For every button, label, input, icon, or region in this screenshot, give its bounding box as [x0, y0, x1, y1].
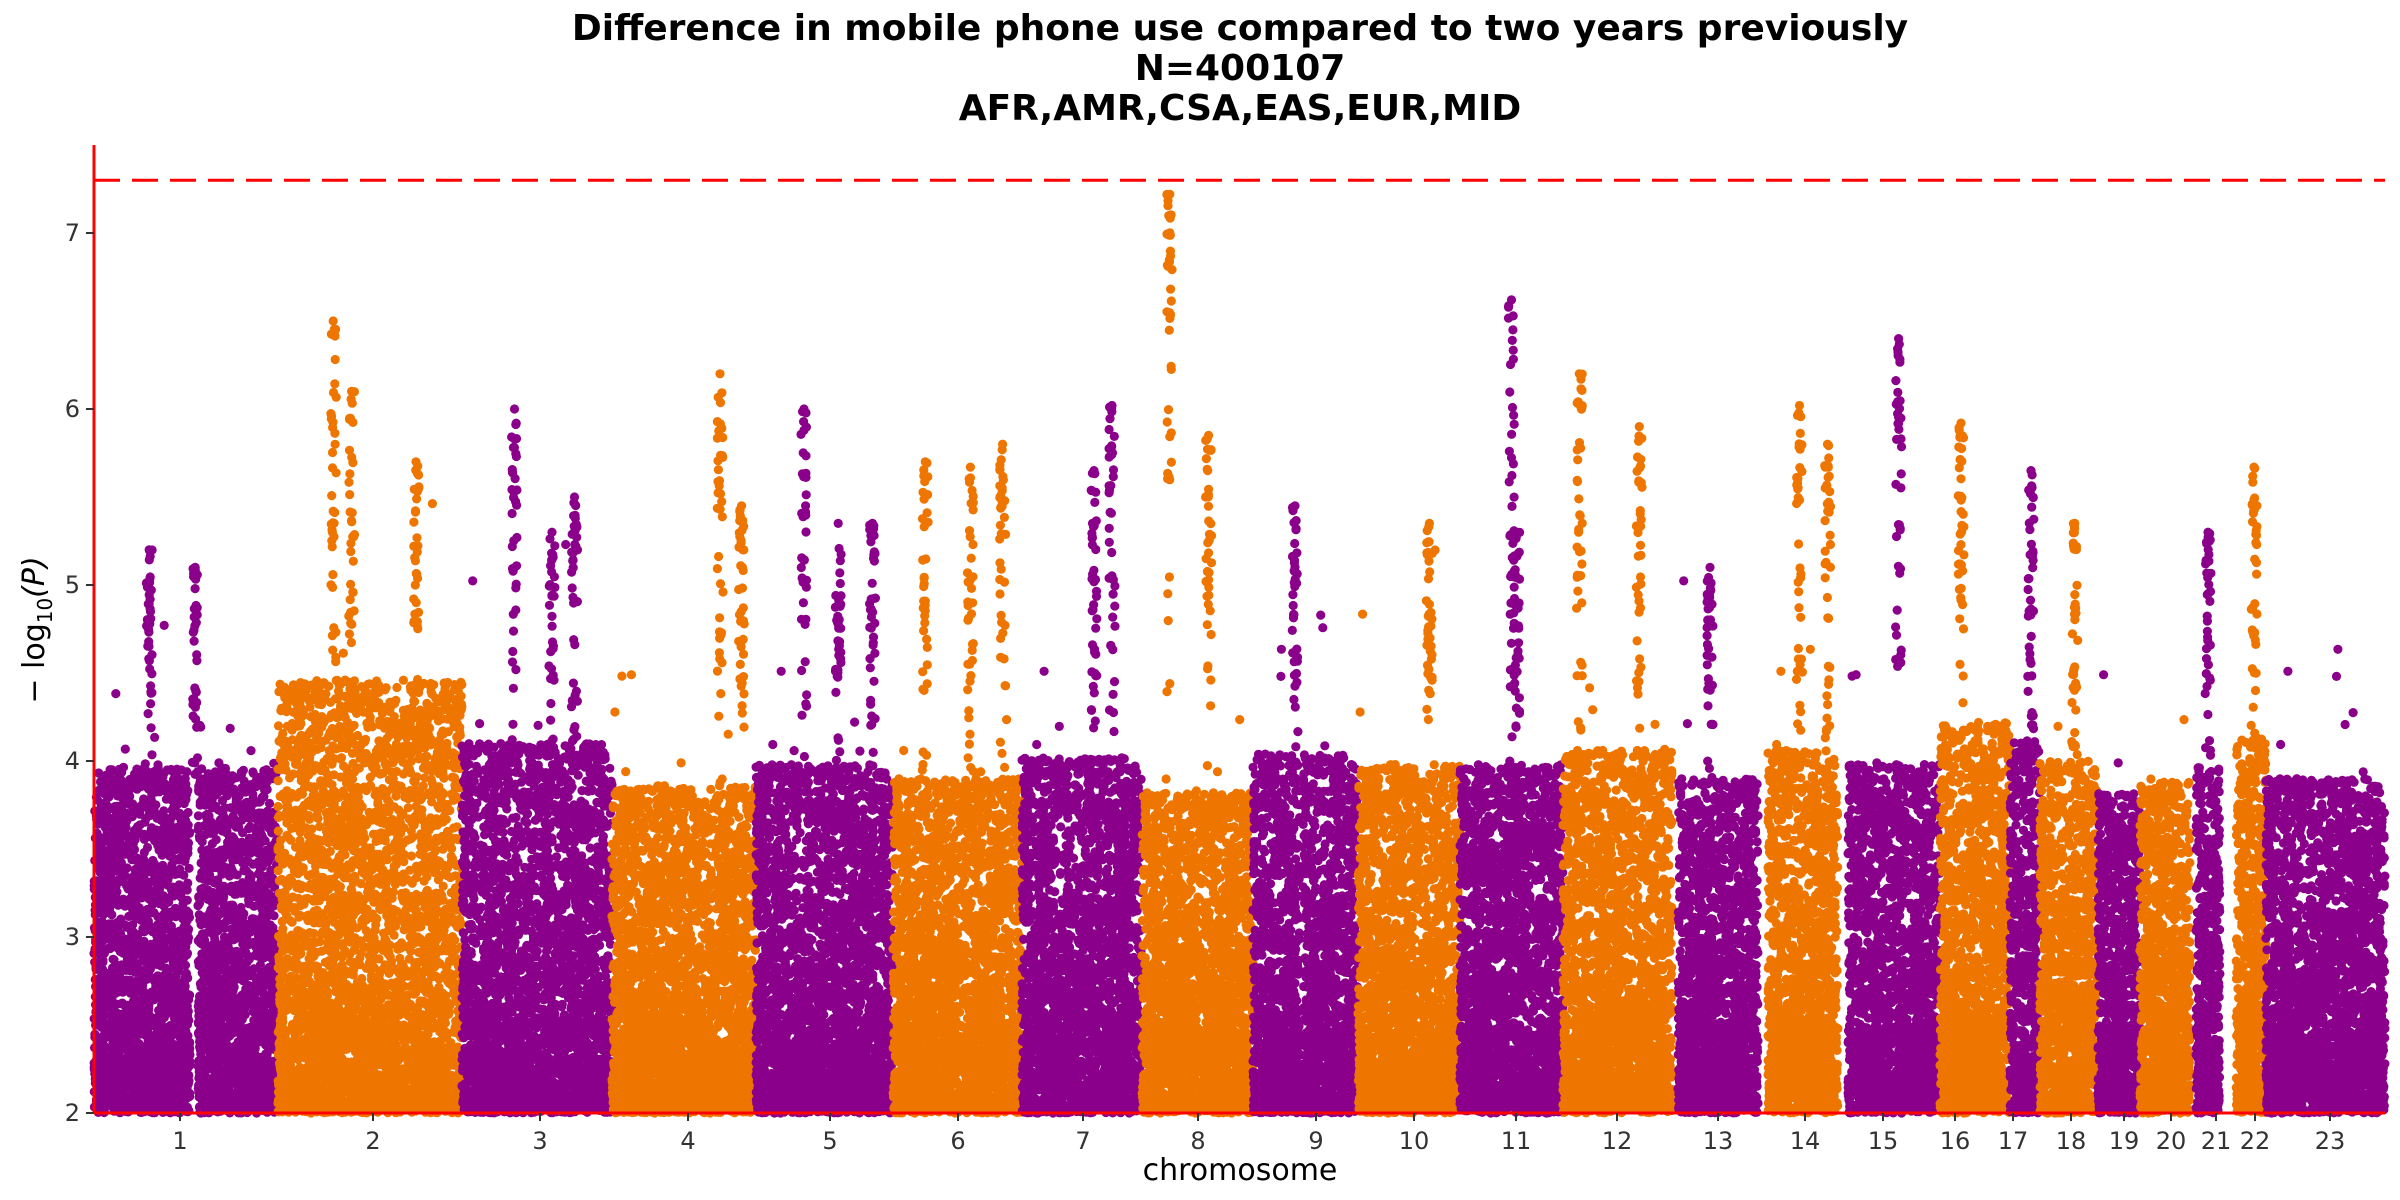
y-tick-label: 5 — [65, 571, 80, 599]
x-tick-label-chr-15: 15 — [1868, 1127, 1899, 1155]
x-tick-label-chr-14: 14 — [1790, 1127, 1821, 1155]
y-axis-label: − log10(P) — [17, 556, 57, 703]
y-tick-label: 4 — [65, 747, 80, 775]
x-tick-label-chr-23: 23 — [2315, 1127, 2346, 1155]
x-tick-label-chr-20: 20 — [2156, 1127, 2187, 1155]
y-tick-label: 2 — [65, 1099, 80, 1127]
x-tick-label-chr-9: 9 — [1308, 1127, 1323, 1155]
x-tick-label-chr-22: 22 — [2240, 1127, 2271, 1155]
x-tick-label-chr-8: 8 — [1190, 1127, 1205, 1155]
y-axis-label-tail: (P) — [17, 556, 52, 598]
x-tick-label-chr-19: 19 — [2109, 1127, 2140, 1155]
x-tick-label-chr-4: 4 — [680, 1127, 695, 1155]
x-tick-label-chr-21: 21 — [2201, 1127, 2232, 1155]
x-tick-label-chr-16: 16 — [1940, 1127, 1971, 1155]
data-points — [89, 190, 2389, 1118]
x-tick-label-chr-2: 2 — [365, 1127, 380, 1155]
y-tick-label: 7 — [65, 219, 80, 247]
chart-title-line-1: Difference in mobile phone use compared … — [572, 8, 1908, 49]
chart-title-line-3: AFR,AMR,CSA,EAS,EUR,MID — [959, 88, 1522, 129]
x-tick-label-chr-18: 18 — [2056, 1127, 2087, 1155]
x-tick-label-chr-12: 12 — [1602, 1127, 1633, 1155]
y-axis-ticks: 2 3 4 5 6 7 — [65, 219, 94, 1127]
x-axis-label: chromosome — [1143, 1153, 1338, 1188]
x-tick-label-chr-7: 7 — [1075, 1127, 1090, 1155]
chart-title-line-2: N=400107 — [1135, 48, 1346, 89]
x-tick-label-chr-13: 13 — [1703, 1127, 1734, 1155]
x-tick-label-chr-5: 5 — [822, 1127, 837, 1155]
x-tick-label-chr-1: 1 — [172, 1127, 187, 1155]
x-tick-label-chr-11: 11 — [1501, 1127, 1532, 1155]
y-axis-label-main: − log — [17, 623, 52, 703]
x-axis-ticks: 1 2 3 4 5 6 7 8 9 10 11 12 13 14 15 16 17 18 19 20 21 22 23 — [172, 1113, 2345, 1155]
x-tick-label-chr-17: 17 — [1998, 1127, 2029, 1155]
x-tick-label-chr-10: 10 — [1399, 1127, 1430, 1155]
x-tick-label-chr-6: 6 — [950, 1127, 965, 1155]
y-tick-label: 6 — [65, 395, 80, 423]
x-tick-label-chr-3: 3 — [532, 1127, 547, 1155]
y-tick-label: 3 — [65, 923, 80, 951]
y-axis-label-subscript: 10 — [33, 598, 57, 623]
